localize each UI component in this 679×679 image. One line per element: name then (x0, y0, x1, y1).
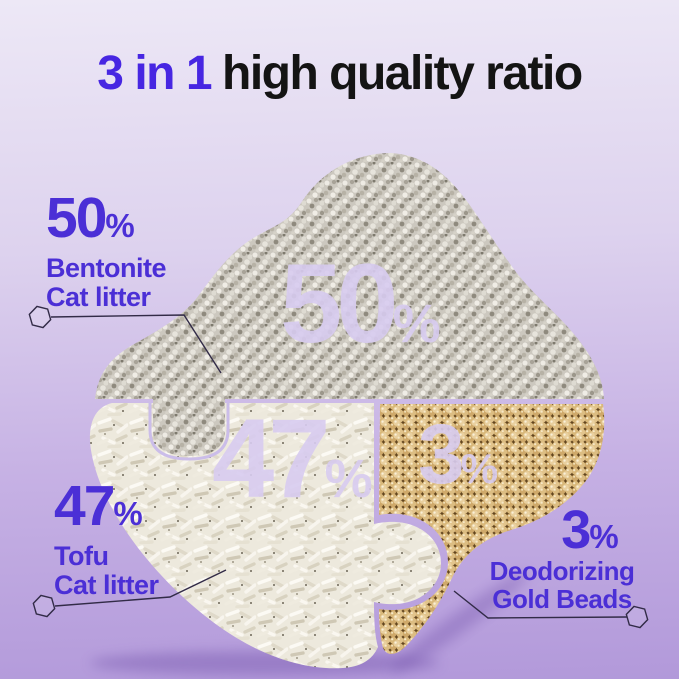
bentonite-name-line1: Bentonite (46, 253, 167, 283)
bentonite-percent-unit: % (105, 207, 135, 244)
tofu-overlay-unit: % (324, 449, 373, 509)
tofu-percent: 47% (54, 478, 159, 535)
bentonite-percent-value: 50 (46, 186, 107, 250)
beads-overlay-unit: % (460, 445, 499, 492)
bentonite-litter-pile (95, 153, 604, 456)
beads-callout-name: Deodorizing Gold Beads (462, 556, 662, 614)
beads-leader-line (453, 590, 628, 619)
bentonite-name-line2: Cat litter (46, 281, 151, 312)
bentonite-leader-line (50, 314, 222, 374)
bentonite-overlay-value: 50 (280, 241, 399, 366)
beads-percent-value: 3 (561, 500, 591, 560)
bentonite-callout: 50% Bentonite Cat litter (46, 190, 167, 312)
tofu-litter-pile (89, 403, 441, 669)
beads-pile-shadow (390, 571, 530, 673)
beads-callout-percent: 3% (540, 503, 640, 557)
beads-overlay-percent: 3% (418, 412, 498, 496)
tofu-leader-line (54, 569, 227, 607)
beads-overlay-value: 3 (418, 407, 465, 501)
page-title: 3 in 1 high quality ratio (0, 46, 679, 101)
tofu-pile-shadow (90, 651, 440, 675)
beads-name-line1: Deodorizing (489, 556, 635, 586)
beads-name: Deodorizing Gold Beads (462, 556, 662, 614)
beads-percent: 3% (540, 503, 640, 557)
tofu-overlay-value: 47 (212, 396, 331, 521)
tofu-percent-unit: % (113, 495, 143, 532)
bentonite-percent: 50% (46, 190, 166, 247)
callout-leaders (28, 305, 649, 629)
beads-percent-unit: % (589, 518, 619, 555)
title-accent: 3 in 1 (97, 47, 212, 100)
tofu-name-line2: Cat litter (54, 569, 159, 600)
tofu-overlay-percent: 47% (212, 403, 373, 515)
beads-hexagon-marker (625, 605, 649, 629)
tofu-hexagon-marker (32, 594, 56, 618)
tofu-callout: 47% Tofu Cat litter (54, 478, 159, 600)
puzzle-tab-seam (148, 402, 230, 461)
bentonite-overlay-unit: % (392, 294, 441, 354)
gold-beads-pile (379, 404, 605, 654)
tofu-name-line1: Tofu (54, 541, 109, 571)
bentonite-hexagon-marker (28, 305, 52, 329)
tofu-name: Tofu Cat litter (54, 542, 159, 600)
beads-name-line2: Gold Beads (492, 583, 632, 614)
title-rest: high quality ratio (222, 47, 583, 100)
bentonite-overlay-percent: 50% (280, 248, 441, 360)
bentonite-name: Bentonite Cat litter (46, 253, 167, 312)
tofu-percent-value: 47 (54, 474, 115, 538)
